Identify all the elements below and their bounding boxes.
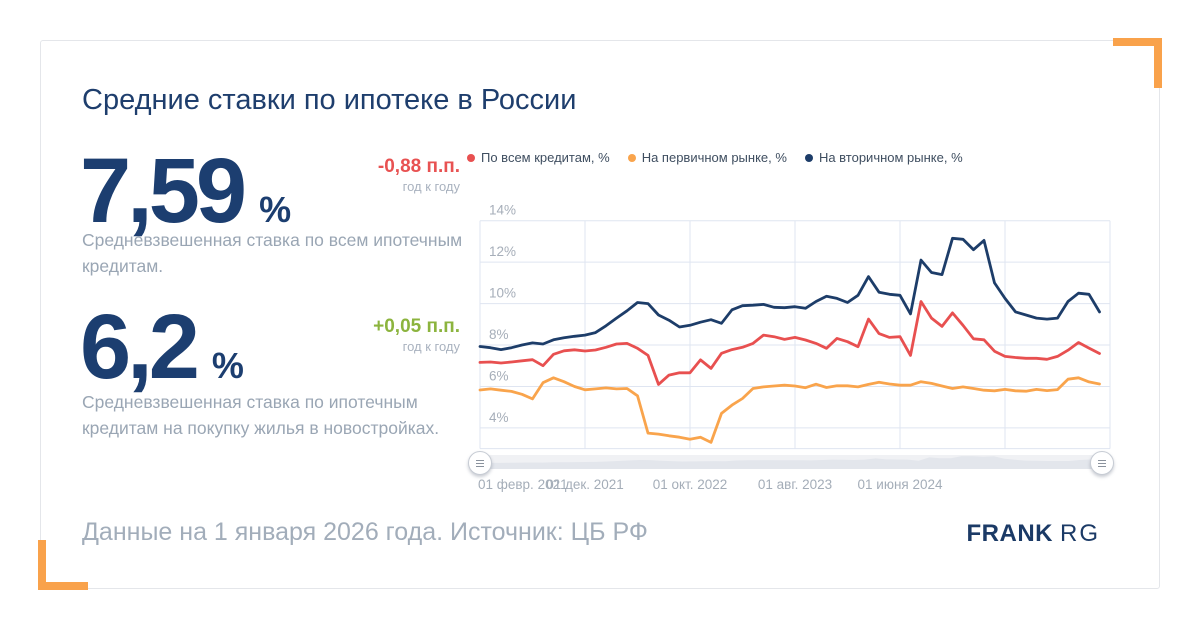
grip-icon [476, 462, 484, 464]
svg-text:4%: 4% [489, 410, 509, 425]
x-axis-tick-label: 01 окт. 2022 [652, 477, 728, 492]
chart-legend: По всем кредитам, % На первичном рынке, … [467, 150, 963, 165]
corner-accent-bottom-left [38, 540, 88, 590]
stat-change-new-housing: +0,05 п.п. год к году [280, 317, 460, 353]
grip-icon [1098, 462, 1106, 464]
page-title: Средние ставки по ипотеке в России [82, 84, 577, 116]
change-value: -0,88 п.п. [377, 156, 460, 177]
scrubber-handle-right[interactable] [1090, 451, 1114, 475]
series-line [478, 376, 1101, 444]
range-scrubber-track[interactable] [478, 455, 1112, 469]
y-axis-labels: 14% 12% 10% 8% 6% 4% [489, 205, 516, 425]
data-source-note: Данные на 1 января 2026 года. Источник: … [82, 518, 648, 546]
x-axis-tick-label: 01 июня 2024 [857, 477, 943, 492]
legend-item-secondary-market[interactable]: На вторичном рынке, % [804, 150, 963, 165]
gridlines [479, 220, 1111, 450]
stat-description-all-credits: Средневзвешенная ставка по всем ипотечны… [82, 230, 463, 276]
series-line [478, 236, 1101, 352]
svg-text:12%: 12% [489, 244, 516, 259]
change-value: +0,05 п.п. [373, 316, 460, 337]
series-line [478, 300, 1101, 386]
change-note: год к году [402, 179, 460, 194]
stat-value-new-housing: 6,2% [80, 301, 244, 393]
scrubber-handle-left[interactable] [468, 451, 492, 475]
stat-number: 7,59 [80, 140, 247, 242]
legend-dot-icon [804, 153, 813, 162]
stat-unit: % [259, 189, 292, 230]
rates-line-chart: 14% 12% 10% 8% 6% 4% [478, 205, 1111, 450]
scrubber-mini-chart [478, 456, 1112, 469]
logo-light-part: RG [1060, 520, 1100, 547]
legend-dot-icon [467, 153, 475, 162]
svg-text:14%: 14% [489, 205, 516, 218]
x-axis-tick-label: 01 авг. 2023 [757, 477, 833, 492]
frank-rg-logo: FRANK RG [967, 520, 1101, 548]
change-note: год к году [402, 339, 460, 354]
svg-text:10%: 10% [489, 286, 516, 301]
scrubber-mini-area [478, 456, 1112, 469]
x-axis-tick-label: 01 февр. 2021 [478, 477, 568, 492]
stat-value-all-credits: 7,59% [80, 145, 291, 237]
legend-item-primary-market[interactable]: На первичном рынке, % [627, 150, 787, 165]
logo-bold-part: FRANK [966, 520, 1053, 547]
corner-accent-top-right [1113, 38, 1162, 88]
card [40, 40, 1160, 589]
stat-unit: % [211, 345, 244, 386]
svg-text:8%: 8% [489, 327, 509, 342]
stat-change-all-credits: -0,88 п.п. год к году [280, 157, 460, 193]
legend-dot-icon [627, 153, 636, 162]
legend-item-all-credits[interactable]: По всем кредитам, % [467, 150, 610, 165]
stat-number: 6,2 [80, 296, 200, 398]
x-axis-tick-label: 01 дек. 2021 [546, 477, 624, 492]
stat-description-new-housing: Средневзвешенная ставка по ипотечным кре… [82, 392, 440, 438]
svg-text:6%: 6% [489, 369, 509, 384]
